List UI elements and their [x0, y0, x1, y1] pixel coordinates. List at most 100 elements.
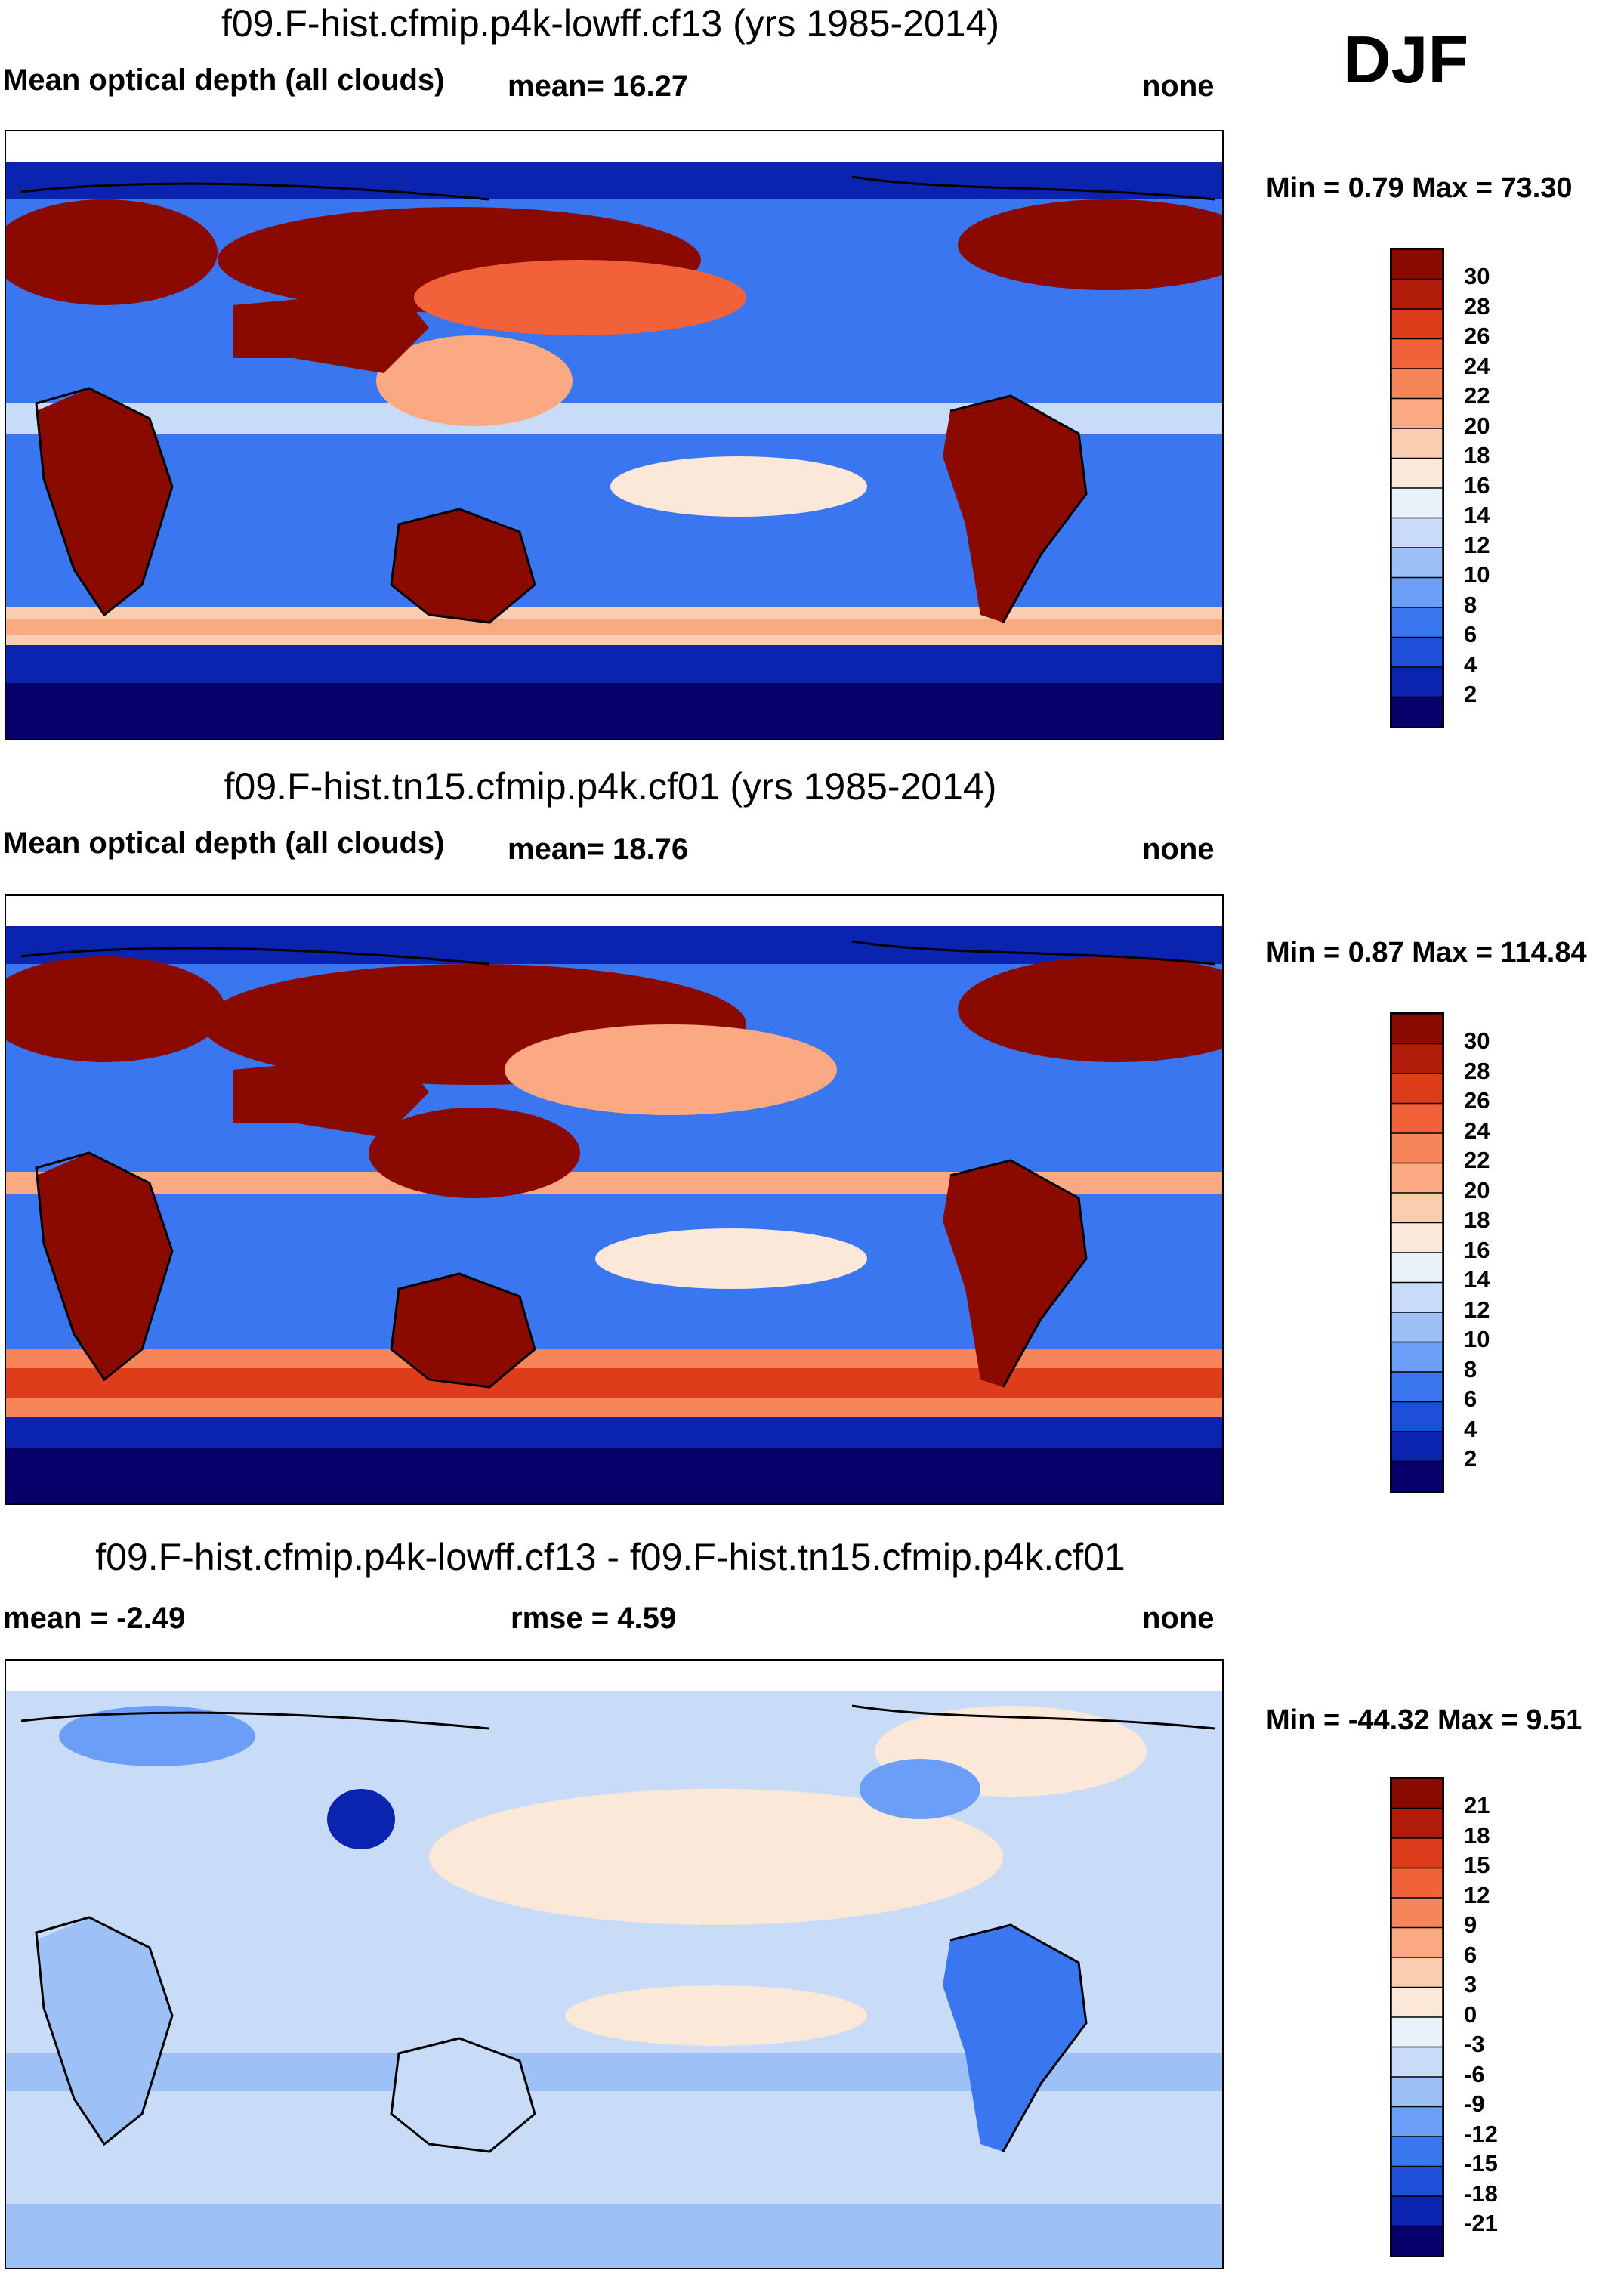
- panel-2-map: [5, 894, 1224, 1505]
- panel-2-tick: 4: [1464, 1417, 1477, 1441]
- colorbar-swatch: [1391, 2196, 1443, 2226]
- colorbar-swatch: [1391, 548, 1443, 578]
- colorbar-swatch: [1391, 1074, 1443, 1104]
- panel-3-tick: -12: [1464, 2122, 1498, 2146]
- panel-3-tick: 18: [1464, 1824, 1490, 1847]
- colorbar-swatch: [1391, 1898, 1443, 1928]
- panel-3-colorbar: [1390, 1777, 1444, 2257]
- colorbar-swatch: [1391, 1372, 1443, 1402]
- panel-2-arctic-band: [6, 926, 1222, 964]
- panel-2-southern-ocean-core: [6, 1368, 1222, 1398]
- colorbar-swatch: [1391, 1283, 1443, 1313]
- panel-2-tick: 6: [1464, 1387, 1477, 1410]
- colorbar-swatch: [1391, 697, 1443, 728]
- panel-1-tick: 28: [1464, 295, 1490, 318]
- colorbar-swatch: [1391, 1133, 1443, 1163]
- colorbar-swatch: [1391, 1402, 1443, 1432]
- panel-1-tick: 2: [1464, 682, 1477, 706]
- panel-2-colorbar: [1390, 1012, 1444, 1493]
- panel-2-tick: 8: [1464, 1358, 1477, 1381]
- panel-3-tick: 6: [1464, 1943, 1477, 1967]
- panel-1-tick: 14: [1464, 503, 1490, 527]
- colorbar-swatch: [1391, 1193, 1443, 1223]
- colorbar-swatch: [1391, 1163, 1443, 1194]
- panel-2-tick: 16: [1464, 1238, 1490, 1262]
- panel-3-units: none: [1142, 1602, 1215, 1636]
- panel-3-tick: 9: [1464, 1913, 1477, 1936]
- panel-1-polar-mask: [6, 131, 1222, 162]
- colorbar-swatch: [1391, 667, 1443, 697]
- colorbar-swatch: [1391, 2107, 1443, 2137]
- panel-1-colorbar-labels: 30 28 26 24 22 20 18 16 14 12 10 8 6 4 2: [1464, 248, 1524, 725]
- colorbar-swatch: [1391, 1044, 1443, 1074]
- panel-1-pacific-track: [414, 260, 746, 335]
- panel-1-tick: 22: [1464, 384, 1490, 407]
- panel-2-mean: mean= 18.76: [508, 833, 688, 867]
- panel-1-tick: 16: [1464, 474, 1490, 497]
- panel-2-tick: 12: [1464, 1298, 1490, 1321]
- panel-2-tick: 28: [1464, 1059, 1490, 1083]
- panel-2-tick: 10: [1464, 1327, 1490, 1351]
- colorbar-swatch: [1391, 2226, 1443, 2257]
- panel-1-mean: mean= 16.27: [508, 70, 688, 104]
- colorbar-swatch: [1391, 249, 1443, 280]
- panel-2-pacific-track: [505, 1024, 837, 1115]
- panel-1-tick: 4: [1464, 653, 1477, 676]
- colorbar-swatch: [1391, 2017, 1443, 2047]
- panel-2-tick: 18: [1464, 1208, 1490, 1231]
- colorbar-swatch: [1391, 309, 1443, 339]
- colorbar-swatch: [1391, 2167, 1443, 2197]
- colorbar-swatch: [1391, 2137, 1443, 2167]
- panel-1-tick: 12: [1464, 533, 1490, 557]
- colorbar-swatch: [1391, 1432, 1443, 1462]
- panel-3-tick: -3: [1464, 2032, 1485, 2056]
- panel-2-tick: 24: [1464, 1119, 1490, 1142]
- panel-3-tick: 21: [1464, 1794, 1490, 1817]
- panel-1-minmax: Min = 0.79 Max = 73.30: [1266, 172, 1573, 205]
- panel-3-tick: 0: [1464, 2003, 1477, 2026]
- panel-3-rmse: rmse = 4.59: [511, 1602, 676, 1636]
- colorbar-swatch: [1391, 1342, 1443, 1373]
- panel-1-title: f09.F-hist.cfmip.p4k-lowff.cf13 (yrs 198…: [6, 2, 1215, 45]
- panel-3-title: f09.F-hist.cfmip.p4k-lowff.cf13 - f09.F-…: [6, 1535, 1215, 1579]
- panel-3-tick: 15: [1464, 1853, 1490, 1877]
- panel-3-tick: -9: [1464, 2092, 1485, 2115]
- panel-1-arctic-band: [6, 162, 1222, 199]
- panel-3-tick: 12: [1464, 1883, 1490, 1907]
- panel-1-tick: 26: [1464, 324, 1490, 348]
- season-label: DJF: [1343, 21, 1468, 98]
- panel-1-map: [5, 130, 1224, 740]
- panel-2-tick: 30: [1464, 1029, 1490, 1052]
- panel-2-tick: 22: [1464, 1148, 1490, 1172]
- colorbar-swatch: [1391, 1223, 1443, 1253]
- colorbar-swatch: [1391, 1253, 1443, 1283]
- panel-3-antarctic-band: [6, 2204, 1222, 2268]
- panel-3-tick: 3: [1464, 1973, 1477, 1996]
- colorbar-swatch: [1391, 459, 1443, 489]
- colorbar-swatch: [1391, 638, 1443, 668]
- panel-1-tick: 20: [1464, 414, 1490, 437]
- panel-2-antarctic-dark: [6, 1448, 1222, 1503]
- colorbar-swatch: [1391, 428, 1443, 459]
- panel-2-tick: 14: [1464, 1268, 1490, 1291]
- panel-2-tick: 26: [1464, 1089, 1490, 1112]
- panel-3-spcz-positive: [565, 1985, 867, 2046]
- panel-3-minmax: Min = -44.32 Max = 9.51: [1266, 1704, 1582, 1737]
- panel-2-tick: 20: [1464, 1179, 1490, 1202]
- panel-3-colorbar-labels: 21 18 15 12 9 6 3 0 -3 -6 -9 -12 -15 -18…: [1464, 1777, 1524, 2254]
- panel-2-units: none: [1142, 833, 1215, 867]
- panel-1-colorbar: [1390, 248, 1444, 728]
- colorbar-swatch: [1391, 399, 1443, 429]
- panel-1-tick: 10: [1464, 563, 1490, 586]
- panel-3-polar-mask: [6, 1661, 1222, 1691]
- colorbar-swatch: [1391, 2077, 1443, 2107]
- colorbar-swatch: [1391, 1104, 1443, 1134]
- panel-1-tick: 6: [1464, 623, 1477, 646]
- colorbar-swatch: [1391, 369, 1443, 399]
- panel-3-north-america-negative: [860, 1759, 980, 1819]
- colorbar-swatch: [1391, 607, 1443, 638]
- panel-2-tick: 2: [1464, 1447, 1477, 1470]
- colorbar-swatch: [1391, 1988, 1443, 2018]
- colorbar-swatch: [1391, 1014, 1443, 1044]
- colorbar-swatch: [1391, 1312, 1443, 1342]
